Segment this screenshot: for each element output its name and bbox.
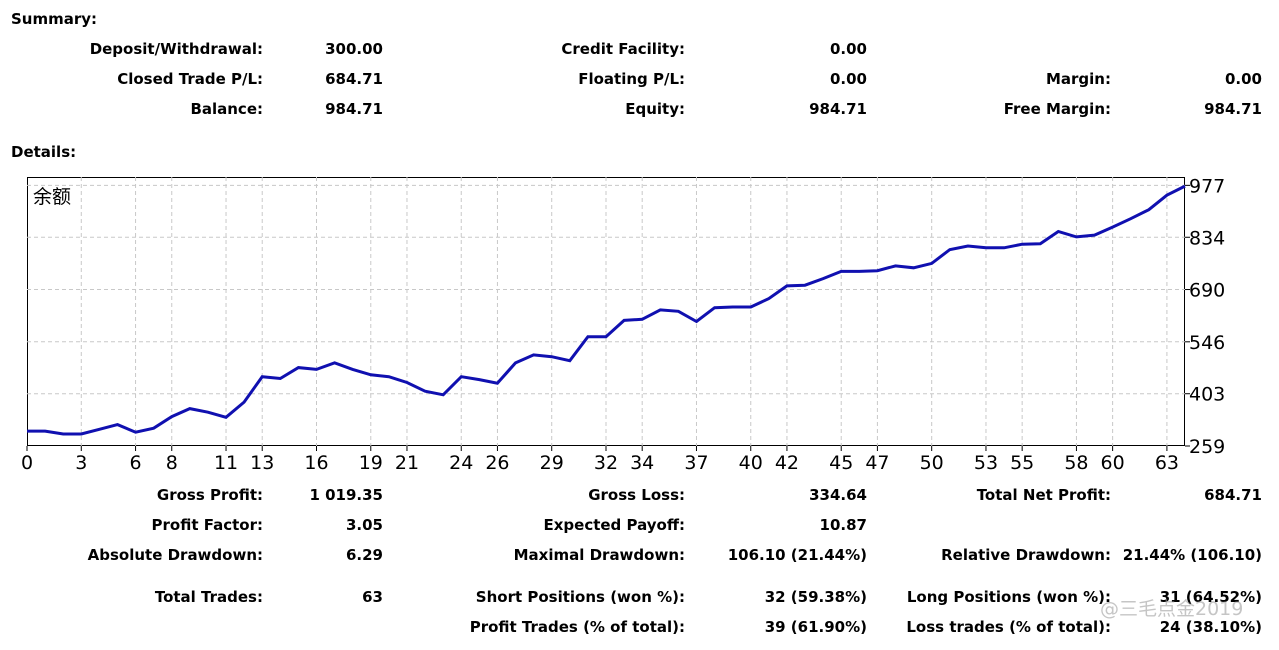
- long-positions-label: Long Positions (won %):: [906, 588, 1111, 606]
- x-tick-label: 58: [1064, 452, 1088, 474]
- loss-trades-label: Loss trades (% of total):: [906, 618, 1111, 636]
- closed-pl-value: 684.71: [325, 70, 383, 88]
- credit-facility-label: Credit Facility:: [561, 40, 685, 58]
- gross-profit-label: Gross Profit:: [156, 486, 263, 504]
- x-tick-label: 53: [974, 452, 998, 474]
- x-tick-label: 24: [449, 452, 473, 474]
- absolute-drawdown-label: Absolute Drawdown:: [87, 546, 263, 564]
- x-tick-label: 40: [739, 452, 763, 474]
- short-positions-label: Short Positions (won %):: [475, 588, 685, 606]
- total-trades-label: Total Trades:: [154, 588, 263, 606]
- x-tick-label: 29: [540, 452, 564, 474]
- expected-payoff-label: Expected Payoff:: [543, 516, 685, 534]
- total-trades-value: 63: [362, 588, 383, 606]
- credit-facility-value: 0.00: [829, 40, 867, 58]
- relative-drawdown-label: Relative Drawdown:: [941, 546, 1111, 564]
- gross-profit-value: 1 019.35: [309, 486, 383, 504]
- x-tick-label: 50: [920, 452, 944, 474]
- profit-factor-value: 3.05: [345, 516, 383, 534]
- maximal-drawdown-label: Maximal Drawdown:: [513, 546, 685, 564]
- net-profit-label: Total Net Profit:: [976, 486, 1111, 504]
- x-tick-label: 11: [214, 452, 238, 474]
- profit-trades-value: 39 (61.90%): [764, 618, 867, 636]
- x-tick-label: 55: [1010, 452, 1034, 474]
- x-tick-label: 60: [1101, 452, 1125, 474]
- x-tick-label: 0: [21, 452, 33, 474]
- y-tick-label: 546: [1189, 332, 1225, 354]
- loss-trades-value: 24 (38.10%): [1159, 618, 1262, 636]
- x-tick-label: 3: [75, 452, 87, 474]
- closed-pl-label: Closed Trade P/L:: [117, 70, 263, 88]
- profit-factor-label: Profit Factor:: [151, 516, 263, 534]
- y-tick-label: 259: [1189, 436, 1225, 458]
- floating-pl-value: 0.00: [829, 70, 867, 88]
- margin-value: 0.00: [1224, 70, 1262, 88]
- equity-label: Equity:: [625, 100, 685, 118]
- x-tick-label: 37: [684, 452, 708, 474]
- x-tick-label: 45: [829, 452, 853, 474]
- short-positions-value: 32 (59.38%): [764, 588, 867, 606]
- x-tick-label: 8: [166, 452, 178, 474]
- gross-loss-value: 334.64: [809, 486, 867, 504]
- watermark: @三毛点金2019: [1100, 598, 1244, 620]
- free-margin-value: 984.71: [1204, 100, 1262, 118]
- x-tick-label: 6: [130, 452, 142, 474]
- relative-drawdown-value: 21.44% (106.10): [1122, 546, 1262, 564]
- gross-loss-label: Gross Loss:: [588, 486, 685, 504]
- y-tick-label: 977: [1189, 175, 1225, 197]
- profit-trades-label: Profit Trades (% of total):: [469, 618, 685, 636]
- floating-pl-label: Floating P/L:: [578, 70, 685, 88]
- chart-title: 余额: [33, 186, 71, 208]
- margin-label: Margin:: [1045, 70, 1111, 88]
- balance-label: Balance:: [190, 100, 263, 118]
- x-tick-label: 42: [775, 452, 799, 474]
- expected-payoff-value: 10.87: [819, 516, 867, 534]
- absolute-drawdown-value: 6.29: [345, 546, 383, 564]
- x-tick-label: 34: [630, 452, 654, 474]
- x-tick-label: 19: [359, 452, 383, 474]
- equity-value: 984.71: [809, 100, 867, 118]
- x-tick-label: 47: [865, 452, 889, 474]
- y-tick-label: 690: [1189, 280, 1225, 302]
- deposit-label: Deposit/Withdrawal:: [89, 40, 263, 58]
- x-tick-label: 21: [395, 452, 419, 474]
- x-tick-label: 63: [1155, 452, 1179, 474]
- x-tick-label: 32: [594, 452, 618, 474]
- net-profit-value: 684.71: [1204, 486, 1262, 504]
- x-tick-label: 13: [250, 452, 274, 474]
- maximal-drawdown-value: 106.10 (21.44%): [727, 546, 867, 564]
- x-tick-label: 26: [485, 452, 509, 474]
- y-tick-label: 403: [1189, 384, 1225, 406]
- long-positions-value: 31 (64.52%): [1159, 588, 1262, 606]
- details-heading: Details:: [11, 143, 77, 161]
- balance-value: 984.71: [325, 100, 383, 118]
- balance-line: [27, 184, 1186, 436]
- free-margin-label: Free Margin:: [1003, 100, 1111, 118]
- y-tick-label: 834: [1189, 227, 1225, 249]
- x-tick-label: 16: [304, 452, 328, 474]
- deposit-value: 300.00: [325, 40, 383, 58]
- summary-heading: Summary:: [11, 10, 98, 28]
